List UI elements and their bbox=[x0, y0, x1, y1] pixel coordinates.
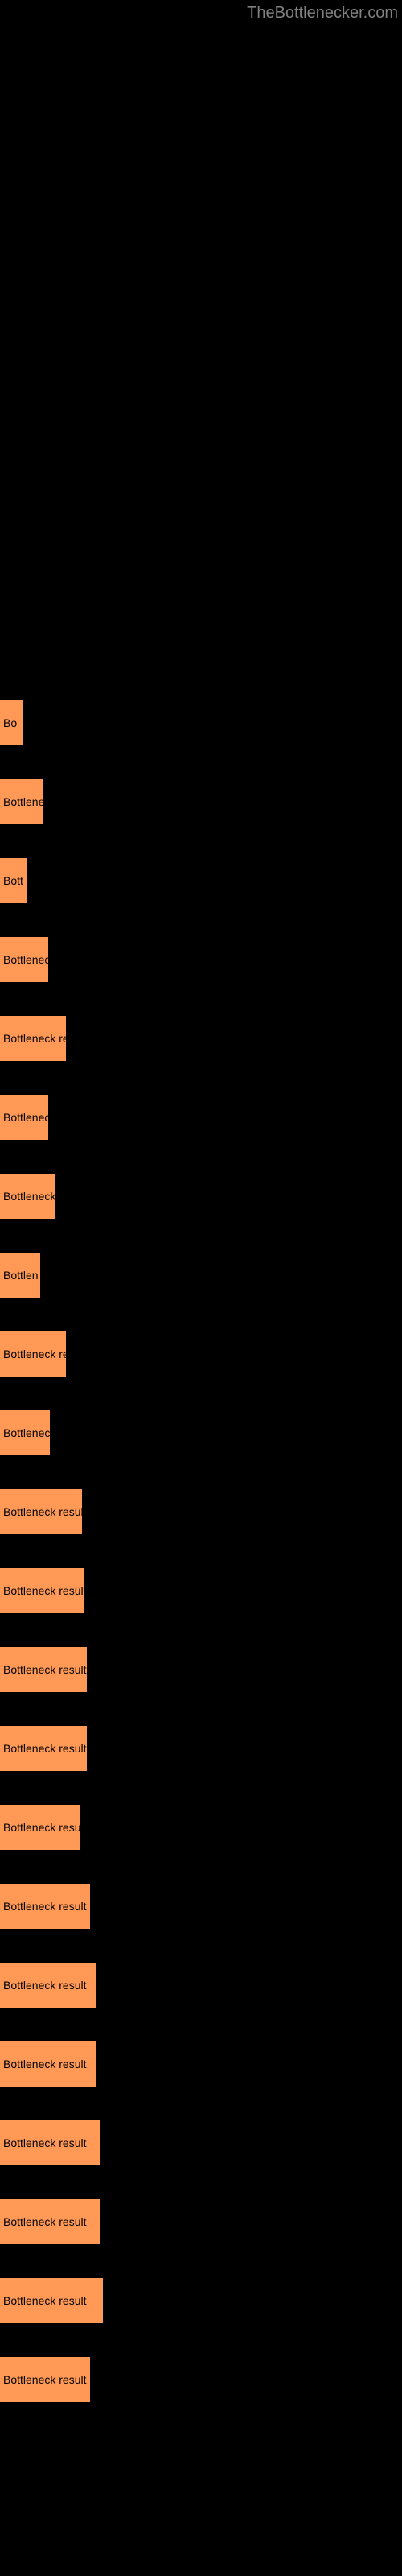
bar: Bottleneck result bbox=[0, 1963, 96, 2008]
bar: Bottleneck result bbox=[0, 1647, 87, 1692]
bar-row: Bottleneck re bbox=[0, 1016, 402, 1061]
bar-row: Bottlene bbox=[0, 779, 402, 824]
bar: Bottleneck resul bbox=[0, 1805, 80, 1850]
bar: Bottleneck result bbox=[0, 2120, 100, 2165]
bar: Bottleneck result bbox=[0, 1884, 90, 1929]
bar: Bottlenec bbox=[0, 937, 48, 982]
bar: Bott bbox=[0, 858, 27, 903]
bar-row: Bottleneck result bbox=[0, 2357, 402, 2402]
watermark-text: TheBottlenecker.com bbox=[247, 4, 398, 23]
bar-row: Bottleneck result bbox=[0, 1726, 402, 1771]
bar-row: Bottleneck result bbox=[0, 1884, 402, 1929]
bar: Bottlenec bbox=[0, 1410, 50, 1455]
bar: Bottlen bbox=[0, 1253, 40, 1298]
bar-row: Bottleneck result bbox=[0, 1568, 402, 1613]
bar: Bottlene bbox=[0, 779, 43, 824]
bar: Bottleneck result bbox=[0, 1489, 82, 1534]
bar-row: Bo bbox=[0, 700, 402, 745]
bar: Bottleneck result bbox=[0, 2278, 103, 2323]
bar: Bottleneck re bbox=[0, 1331, 66, 1377]
bar: Bottleneck result bbox=[0, 2357, 90, 2402]
bar-row: Bottleneck result bbox=[0, 1489, 402, 1534]
bar-row: Bottleneck result bbox=[0, 1963, 402, 2008]
bar: Bottleneck result bbox=[0, 2199, 100, 2244]
bar-row: Bottlenec bbox=[0, 1410, 402, 1455]
bar: Bottlenec bbox=[0, 1095, 48, 1140]
bar-row: Bottleneck bbox=[0, 1174, 402, 1219]
bar-row: Bottleneck resul bbox=[0, 1805, 402, 1850]
bar: Bottleneck result bbox=[0, 2041, 96, 2087]
bar: Bo bbox=[0, 700, 23, 745]
bar: Bottleneck result bbox=[0, 1726, 87, 1771]
bar-row: Bottlen bbox=[0, 1253, 402, 1298]
bar-row: Bottleneck result bbox=[0, 2199, 402, 2244]
bar-row: Bottleneck result bbox=[0, 1647, 402, 1692]
bar-row: Bott bbox=[0, 858, 402, 903]
bar-row: Bottleneck result bbox=[0, 2278, 402, 2323]
bar-row: Bottlenec bbox=[0, 1095, 402, 1140]
bar: Bottleneck result bbox=[0, 1568, 84, 1613]
bar-chart: Bo Bottlene Bott Bottlenec Bottleneck re… bbox=[0, 0, 402, 2402]
bar-row: Bottleneck result bbox=[0, 2041, 402, 2087]
bar-row: Bottlenec bbox=[0, 937, 402, 982]
bar-row: Bottleneck result bbox=[0, 2120, 402, 2165]
bar: Bottleneck bbox=[0, 1174, 55, 1219]
bar: Bottleneck re bbox=[0, 1016, 66, 1061]
bar-row: Bottleneck re bbox=[0, 1331, 402, 1377]
